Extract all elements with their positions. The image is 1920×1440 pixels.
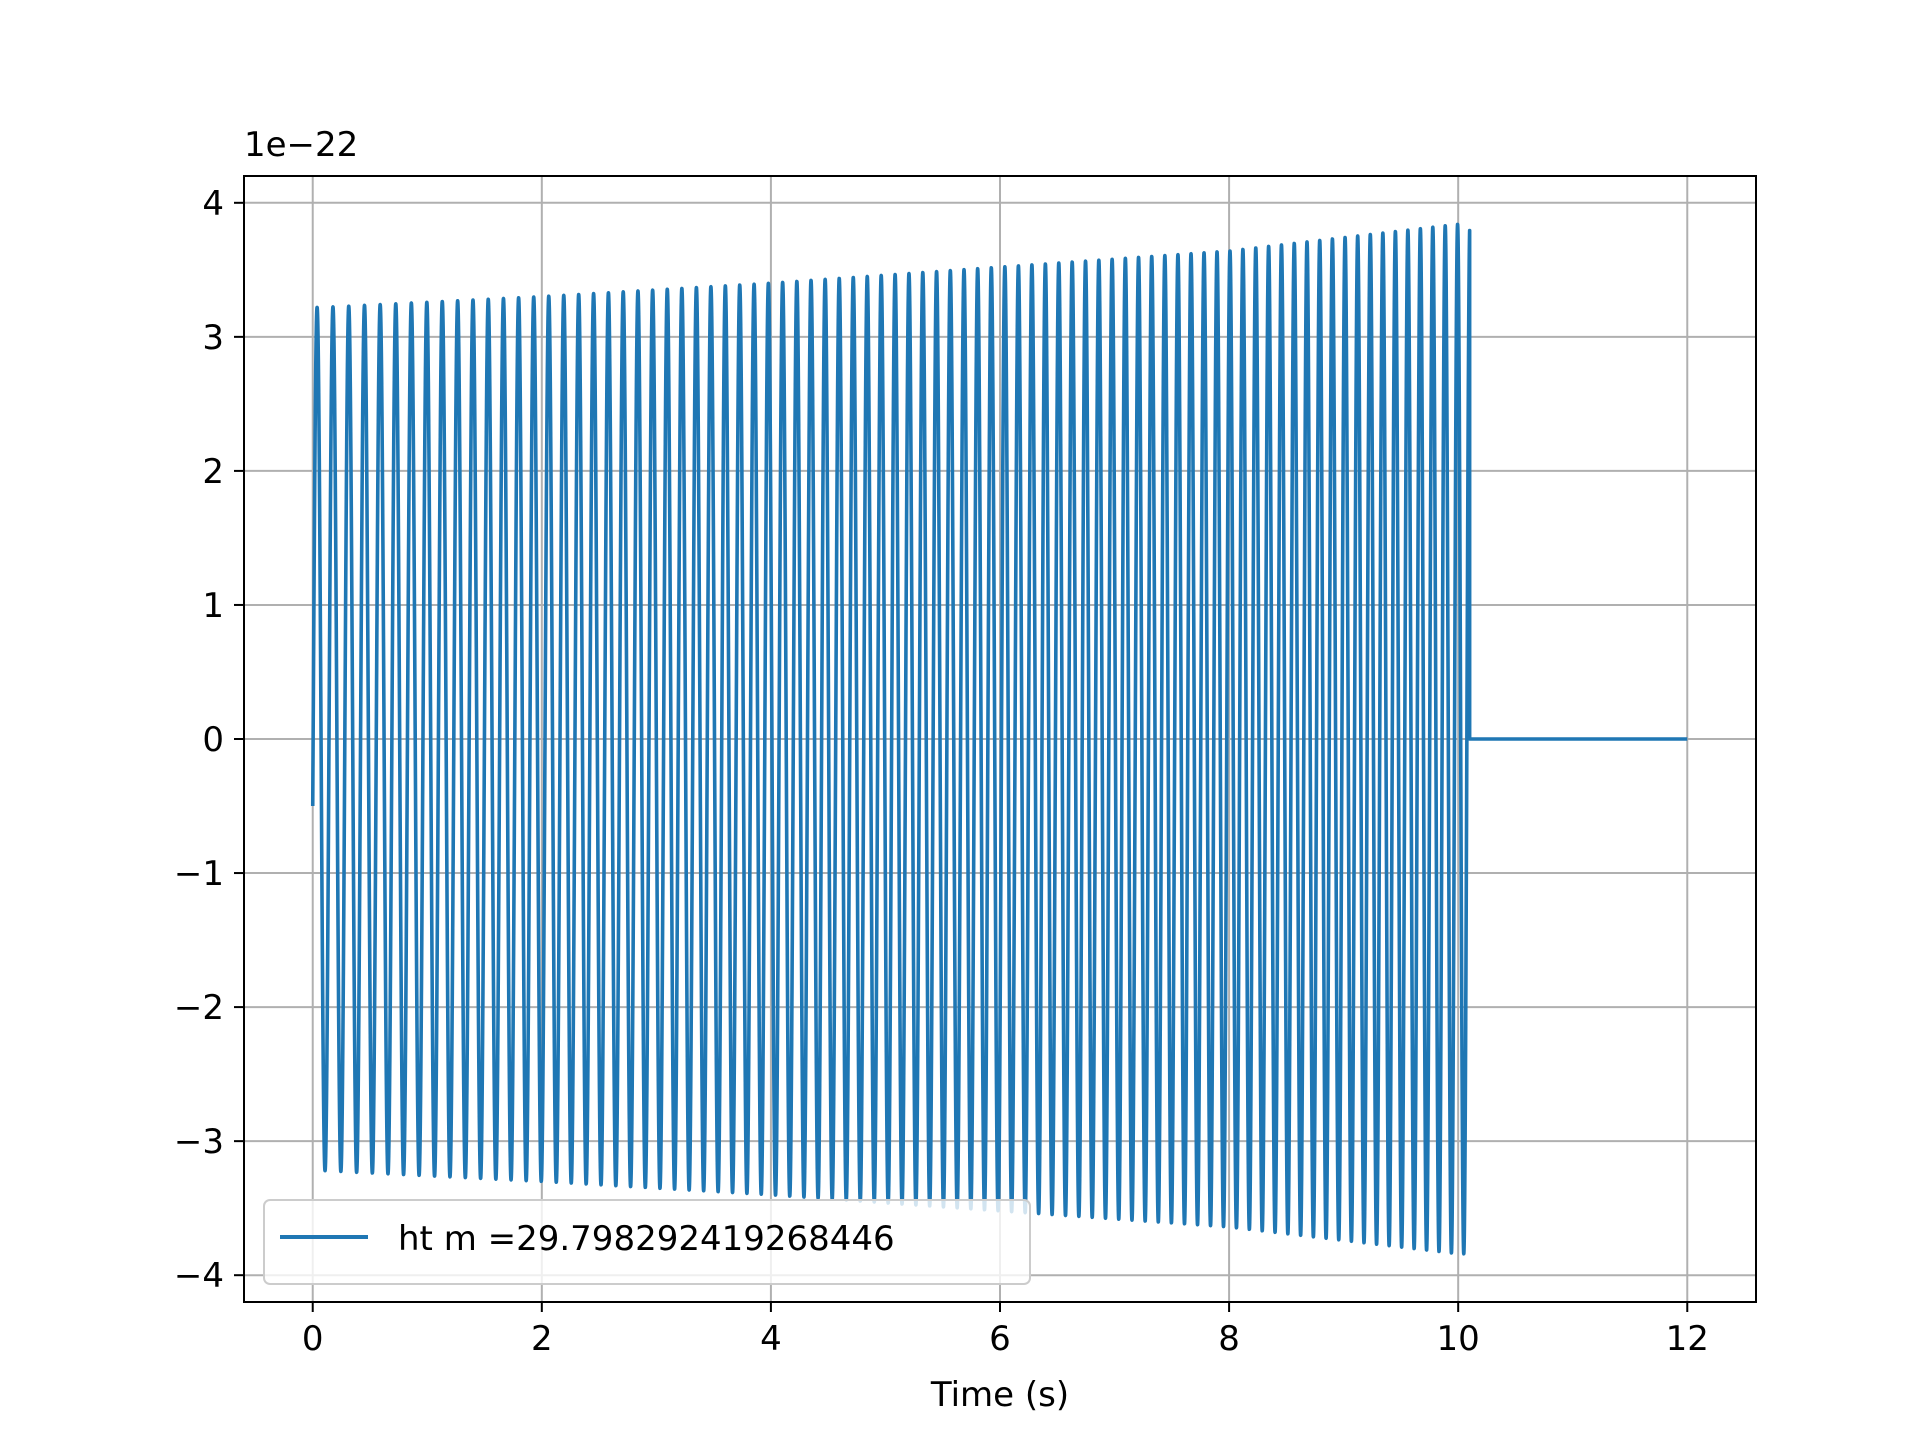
plot-area	[310, 222, 1688, 1256]
y-tick-label: 0	[202, 720, 224, 760]
x-tick-label: 4	[760, 1319, 782, 1359]
x-tick-label: 0	[302, 1319, 324, 1359]
y-tick-label: −3	[174, 1122, 224, 1162]
y-tick-label: −1	[174, 854, 224, 894]
series-line	[310, 222, 1688, 1256]
x-tick-label: 12	[1666, 1319, 1709, 1359]
x-tick-label: 6	[989, 1319, 1011, 1359]
x-axis: 0 2 4 6 8 10 12	[302, 1302, 1709, 1359]
legend-box	[263, 1199, 1031, 1285]
y-tick-label: −2	[174, 988, 224, 1028]
x-tick-label: 10	[1437, 1319, 1480, 1359]
x-tick-label: 8	[1218, 1319, 1240, 1359]
y-tick-label: 3	[202, 318, 224, 358]
x-tick-label: 2	[531, 1319, 553, 1359]
y-axis-offset-label: 1e−22	[244, 125, 358, 165]
legend-label: ht m =29.798292419268446	[398, 1219, 895, 1259]
y-tick-label: 1	[202, 586, 224, 626]
legend: ht m =29.798292419268446	[263, 1199, 1031, 1285]
y-tick-label: 2	[202, 452, 224, 492]
y-tick-label: −4	[174, 1256, 224, 1296]
x-axis-label: Time (s)	[930, 1375, 1069, 1415]
y-tick-label: 4	[202, 184, 224, 224]
y-axis: −4 −3 −2 −1 0 1 2 3 4	[174, 184, 244, 1296]
